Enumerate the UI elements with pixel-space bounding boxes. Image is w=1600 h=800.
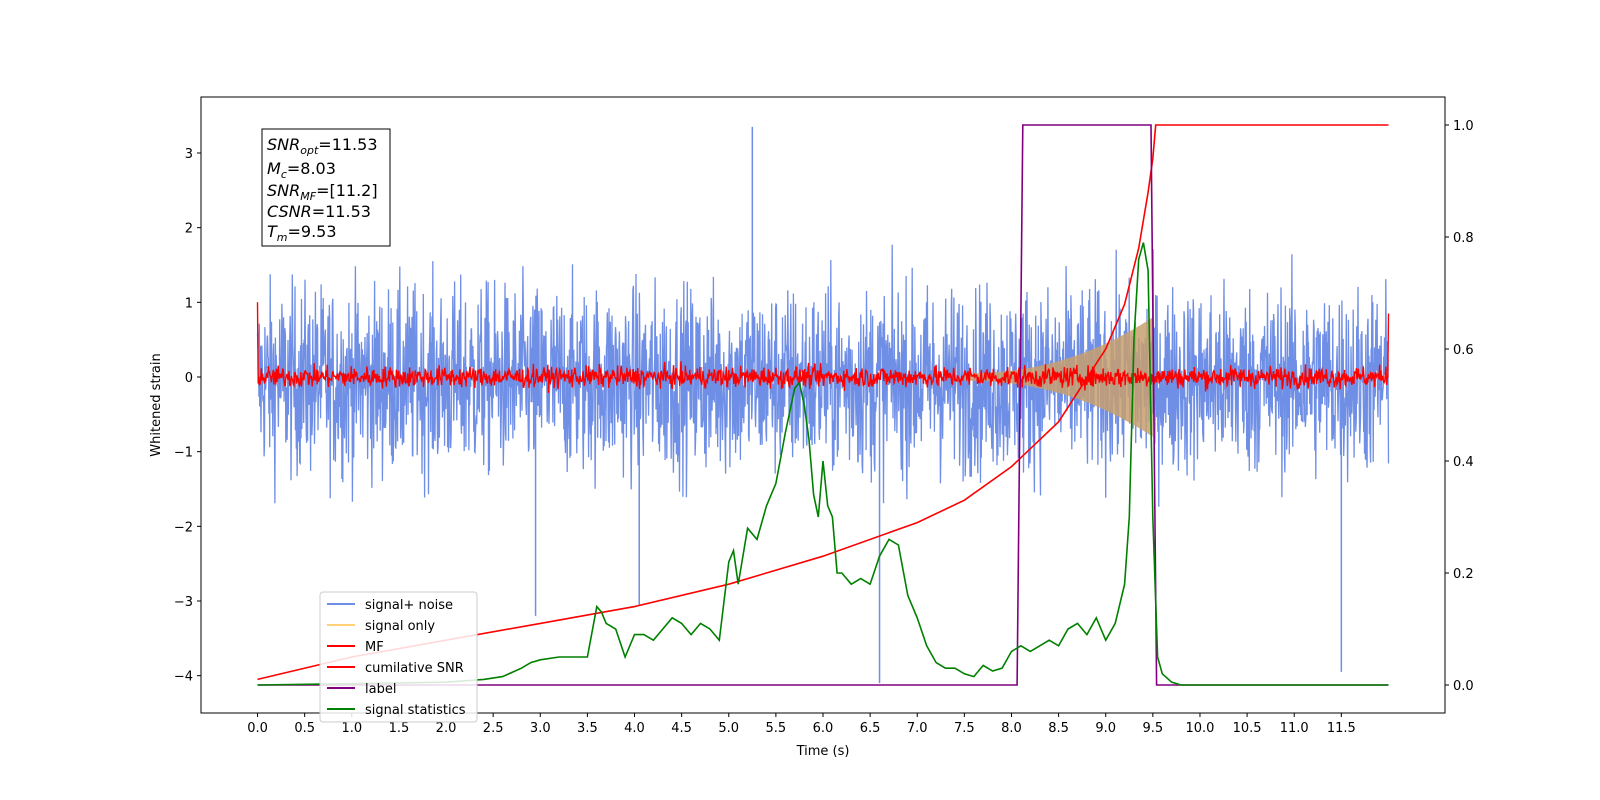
x-tick-label: 4.0 — [624, 721, 645, 736]
info-mc-value: =8.03 — [287, 159, 336, 178]
info-snr-mf-value: =[11.2] — [316, 181, 378, 200]
x-axis-ticks: 0.0 0.5 1.0 1.5 2.0 2.5 3.0 3.5 4.0 4.5 5.0 5.5 6.0 6… — [247, 713, 1356, 736]
x-tick-label: 9.5 — [1143, 721, 1164, 736]
legend-label: signal statistics — [365, 703, 466, 718]
y-right-tick-label: 0.8 — [1453, 231, 1474, 246]
y-left-tick-label: 1 — [185, 296, 193, 311]
x-tick-label: 8.5 — [1048, 721, 1069, 736]
x-tick-label: 11.5 — [1327, 721, 1356, 736]
info-snr-mf: SNRMF=[11.2] — [267, 181, 378, 203]
y-axis-label: Whitened strain — [149, 353, 164, 456]
x-tick-label: 1.0 — [341, 721, 362, 736]
x-tick-label: 7.0 — [907, 721, 928, 736]
legend-label: signal only — [365, 619, 435, 634]
y-left-tick-label: −4 — [174, 670, 193, 685]
legend-label: label — [365, 682, 396, 697]
plot-area — [256, 124, 1390, 686]
x-tick-label: 7.5 — [954, 721, 975, 736]
y-axis-left-ticks: 3 2 1 0 −1 −2 −3 −4 — [174, 147, 201, 685]
legend-label: signal+ noise — [365, 598, 453, 613]
y-left-tick-label: −3 — [174, 595, 193, 610]
y-left-tick-label: −1 — [174, 446, 193, 461]
series-mf-line — [256, 302, 1390, 393]
x-tick-label: 3.0 — [530, 721, 551, 736]
info-csnr-value: =11.53 — [312, 202, 371, 221]
y-axis-right-ticks: 1.0 0.8 0.6 0.4 0.2 0.0 — [1445, 119, 1474, 694]
series-cumulative-snr-line — [257, 124, 1389, 681]
y-left-tick-label: 3 — [185, 147, 193, 162]
legend-frame — [319, 591, 478, 723]
x-tick-label: 4.5 — [671, 721, 692, 736]
x-axis-label: Time (s) — [796, 744, 850, 759]
x-tick-label: 8.0 — [1001, 721, 1022, 736]
x-tick-label: 2.5 — [483, 721, 504, 736]
y-right-tick-label: 0.2 — [1453, 567, 1474, 582]
y-right-tick-label: 0.6 — [1453, 343, 1474, 358]
x-tick-label: 1.5 — [389, 721, 410, 736]
y-left-tick-label: −2 — [174, 520, 193, 535]
info-tm: Tm=9.53 — [267, 222, 337, 244]
info-csnr: CSNR=11.53 — [267, 202, 371, 221]
info-tm-value: =9.53 — [288, 222, 337, 241]
x-tick-label: 5.5 — [766, 721, 787, 736]
legend: signal+ noise signal only MF cumilative SNR… — [319, 591, 478, 723]
x-tick-label: 0.5 — [294, 721, 315, 736]
legend-label: MF — [365, 640, 384, 655]
info-box-frame — [261, 128, 391, 247]
x-tick-label: 5.0 — [718, 721, 739, 736]
info-mc: Mc=8.03 — [267, 159, 336, 181]
x-tick-label: 10.5 — [1233, 721, 1262, 736]
legend-label: cumilative SNR — [365, 661, 464, 676]
y-right-tick-label: 0.0 — [1453, 679, 1474, 694]
x-tick-label: 9.0 — [1095, 721, 1116, 736]
series-signal-statistics-line — [257, 242, 1389, 686]
y-left-tick-label: 2 — [185, 222, 193, 237]
y-left-tick-label: 0 — [185, 371, 193, 386]
info-box: SNRopt=11.53 Mc=8.03 SNRMF=[11.2] CSNR=1… — [261, 128, 391, 247]
x-tick-label: 6.0 — [813, 721, 834, 736]
x-tick-label: 6.5 — [860, 721, 881, 736]
x-tick-label: 2.0 — [436, 721, 457, 736]
y-right-tick-label: 1.0 — [1453, 119, 1474, 134]
x-tick-label: 11.0 — [1280, 721, 1309, 736]
x-tick-label: 3.5 — [577, 721, 598, 736]
info-snr-opt: SNRopt=11.53 — [267, 135, 378, 157]
x-tick-label: 10.0 — [1185, 721, 1214, 736]
x-tick-label: 0.0 — [247, 721, 268, 736]
y-right-tick-label: 0.4 — [1453, 455, 1474, 470]
info-snr-opt-value: =11.53 — [318, 135, 377, 154]
